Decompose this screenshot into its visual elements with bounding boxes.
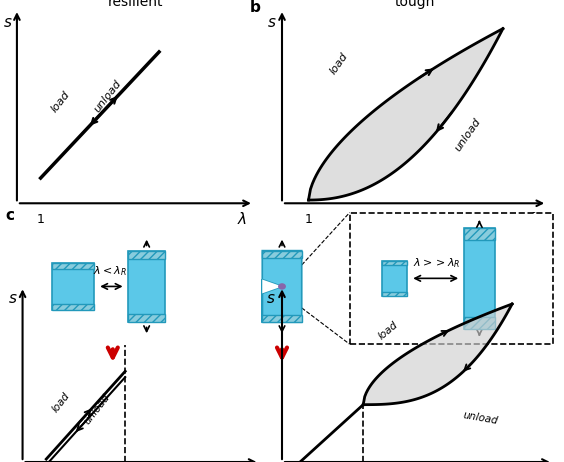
- Text: unload: unload: [462, 410, 499, 426]
- Text: unload: unload: [82, 392, 112, 426]
- Polygon shape: [300, 304, 512, 462]
- Text: 1: 1: [37, 213, 45, 226]
- Bar: [52, 263, 95, 269]
- Polygon shape: [309, 29, 503, 200]
- Bar: [464, 317, 495, 329]
- Title: resilient: resilient: [108, 0, 163, 9]
- Text: $s$: $s$: [8, 291, 18, 306]
- Text: $s$: $s$: [266, 291, 276, 306]
- Title: tough: tough: [394, 0, 435, 9]
- Text: c: c: [6, 208, 15, 223]
- Text: $s$: $s$: [3, 15, 12, 30]
- Bar: [129, 250, 165, 259]
- Text: load: load: [377, 319, 400, 341]
- Bar: [464, 228, 495, 329]
- Polygon shape: [262, 280, 282, 293]
- Bar: [129, 314, 165, 322]
- Text: unload: unload: [92, 79, 124, 115]
- Text: $\lambda$: $\lambda$: [529, 212, 539, 227]
- Bar: [382, 292, 408, 296]
- Text: $\lambda >> \lambda_R$: $\lambda >> \lambda_R$: [413, 256, 461, 270]
- Bar: [382, 261, 408, 296]
- Text: $\lambda < \lambda_R$: $\lambda < \lambda_R$: [93, 264, 127, 278]
- Text: 1: 1: [305, 213, 312, 226]
- Polygon shape: [262, 250, 302, 322]
- Text: $\lambda$: $\lambda$: [237, 212, 247, 227]
- Bar: [52, 304, 95, 310]
- Bar: [52, 263, 95, 310]
- Bar: [350, 213, 553, 344]
- Bar: [382, 261, 408, 265]
- Text: load: load: [49, 90, 72, 115]
- Bar: [262, 315, 302, 322]
- Bar: [129, 250, 165, 322]
- Bar: [464, 228, 495, 240]
- Text: unload: unload: [452, 117, 483, 153]
- Circle shape: [278, 283, 286, 290]
- Text: load: load: [50, 390, 72, 414]
- Text: b: b: [250, 0, 261, 14]
- Text: $s$: $s$: [267, 15, 276, 30]
- Text: load: load: [328, 51, 350, 76]
- Bar: [262, 250, 302, 258]
